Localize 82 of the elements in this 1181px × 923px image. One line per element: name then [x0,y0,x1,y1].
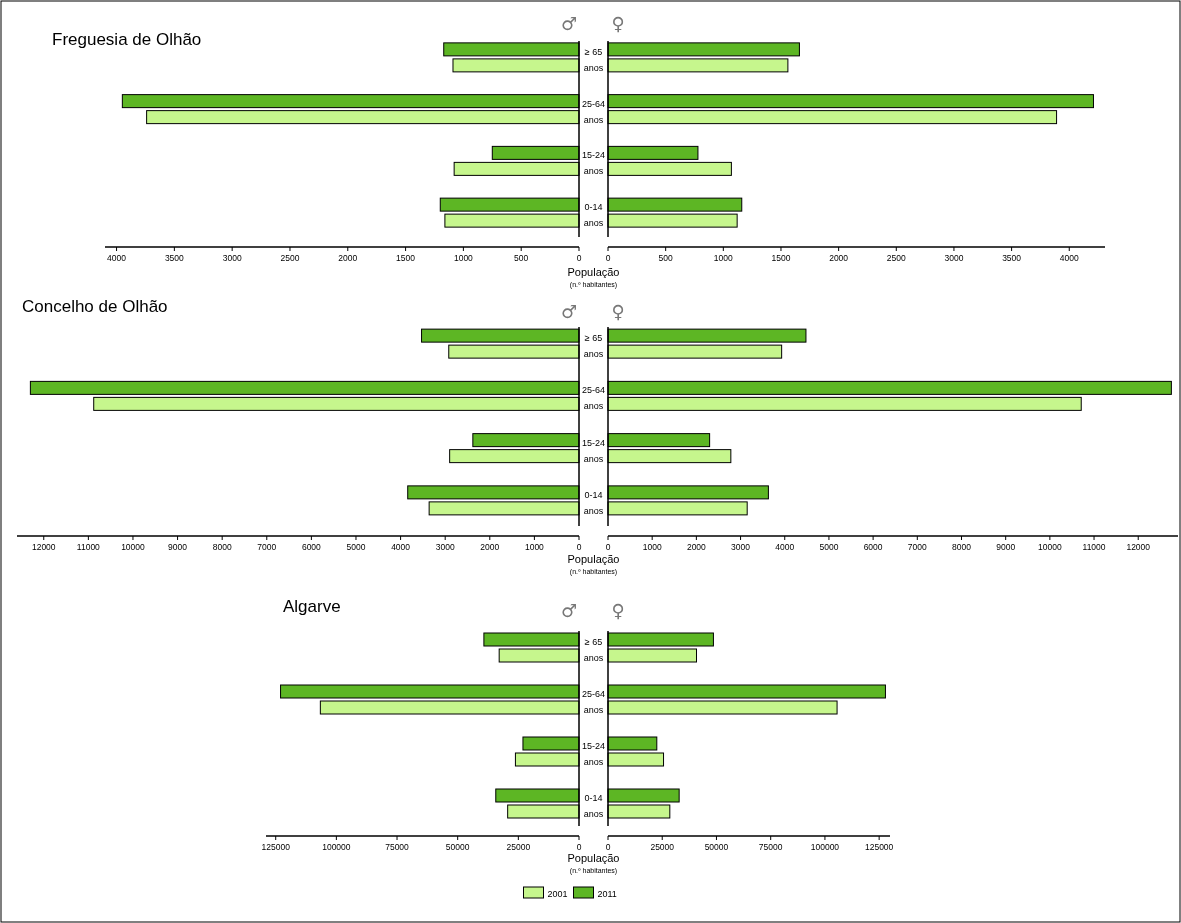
x-tick-label: 3000 [435,542,455,552]
x-tick-label: 7000 [257,542,277,552]
x-tick-label: 5000 [819,542,839,552]
x-tick-label: 1000 [642,542,662,552]
x-tick-label: 11000 [76,542,101,552]
x-tick-label: 10000 [121,542,146,552]
x-tick-label: 0 [605,542,611,552]
y-tick-label: 0-14 anos [583,793,604,819]
x-tick-label: 2500 [280,253,300,263]
x-tick-label: 9000 [168,542,188,552]
x-tick-label: 50000 [445,842,470,852]
x-tick-label: 75000 [385,842,410,852]
x-tick-label: 75000 [758,842,783,852]
x-tick-label: 100000 [810,842,840,852]
legend-label: 2011 [597,889,617,899]
text: ♀ [611,301,625,322]
y-tick-label: 25-64 anos [581,385,606,412]
x-tick-label: 125000 [864,842,894,852]
x-tick-label: 1000 [713,253,734,263]
x-tick-label: 125000 [261,842,291,852]
x-tick-label: 4000 [391,542,411,552]
x-tick-label: 4000 [1059,253,1079,263]
y-tick-label: ≥ 65 anos [583,637,604,663]
y-tick-label: ≥ 65 anos [583,333,604,360]
x-tick-label: 1000 [524,542,545,552]
x-tick-label: 8000 [952,542,972,552]
text: ♂ [560,600,578,621]
y-tick-label: 15-24 anos [581,437,606,464]
x-tick-label: 7000 [907,542,928,552]
chart-title: Freguesia de Olhão [52,30,202,49]
y-tick-label: 25-64 anos [581,98,606,125]
text: ♀ [611,600,625,621]
y-tick-label: ≥ 65 anos [583,46,604,73]
x-tick-label: 0 [605,253,611,263]
x-tick-label: 2000 [338,253,358,263]
x-tick-label: 0 [576,842,582,852]
x-tick-label: 25000 [506,842,531,852]
y-tick-label: 25-64 anos [581,689,606,715]
x-tick-label: 1500 [771,253,791,263]
text: ♀ [611,13,625,34]
x-tick-label: 2500 [886,253,906,263]
y-tick-label: 0-14 anos [583,202,604,229]
x-tick-label: 12000 [31,542,56,552]
x-tick-label: 1000 [453,253,474,263]
x-tick-label: 500 [514,253,529,263]
x-tick-label: 2000 [829,253,849,263]
legend-label: 2001 [547,889,568,899]
x-tick-label: 3000 [222,253,242,263]
x-tick-label: 2000 [686,542,707,552]
x-tick-label: 1500 [396,253,416,263]
x-axis-title: População [567,266,620,278]
x-tick-label: 0 [605,842,611,852]
y-tick-label: 15-24 anos [581,150,606,177]
chart-title: Algarve [283,597,341,616]
x-axis-title: População [567,553,620,565]
x-tick-label: 3000 [731,542,751,552]
x-tick-label: 10000 [1038,542,1062,552]
x-tick-label: 5000 [346,542,366,552]
chart-title: Concelho de Olhão [22,297,168,316]
y-tick-label: 15-24 anos [581,741,606,767]
x-tick-label: 9000 [996,542,1016,552]
x-tick-label: 11000 [1082,542,1106,552]
text: ♂ [560,301,578,322]
text: ♂ [560,13,578,34]
x-tick-label: 3000 [944,253,964,263]
x-tick-label: 50000 [704,842,729,852]
x-tick-label: 3500 [164,253,185,263]
x-tick-label: 4000 [775,542,795,552]
x-tick-label: 0 [576,542,582,552]
x-tick-label: 6000 [301,542,322,552]
x-axis-title: População [567,852,620,864]
x-tick-label: 0 [576,253,582,263]
x-tick-label: 100000 [322,842,351,852]
x-tick-label: 500 [658,253,674,263]
x-tick-label: 8000 [212,542,232,552]
y-tick-label: 0-14 anos [583,489,604,516]
x-tick-label: 3500 [1002,253,1022,263]
x-tick-label: 6000 [863,542,883,552]
x-tick-label: 12000 [1126,542,1151,552]
x-tick-label: 2000 [480,542,500,552]
x-tick-label: 4000 [107,253,127,263]
x-tick-label: 25000 [650,842,675,852]
